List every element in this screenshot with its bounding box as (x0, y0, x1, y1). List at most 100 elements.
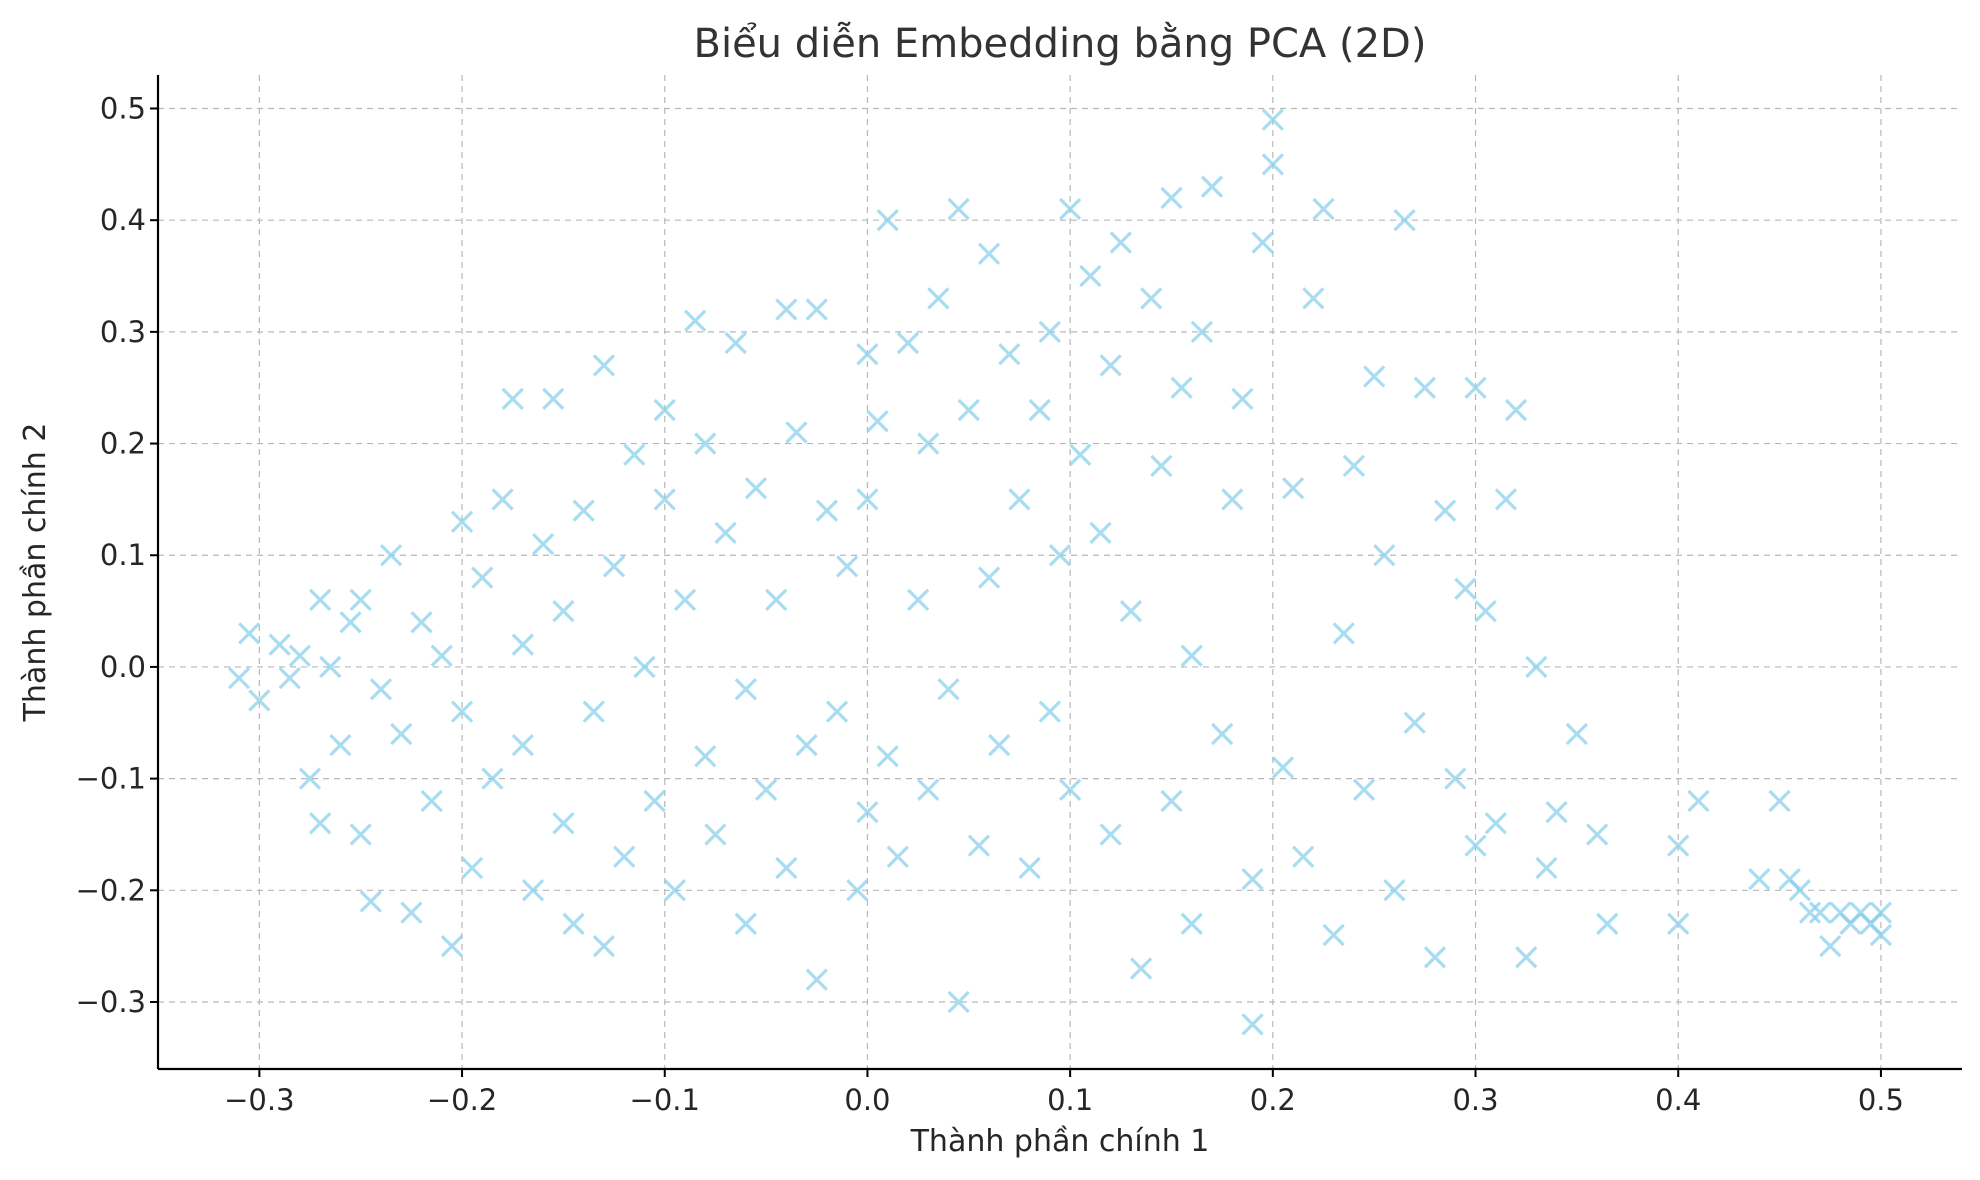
scatter-point-x-marker (866, 410, 889, 433)
scatter-point-x-marker (379, 544, 403, 567)
x-tick-label: 0.1 (1047, 1083, 1093, 1117)
scatter-point-x-marker (1545, 800, 1568, 824)
scatter-point-x-marker (562, 912, 585, 935)
scatter-point-x-marker (1008, 488, 1031, 511)
y-tick-label: −0.2 (76, 873, 146, 907)
scatter-point-x-marker (775, 856, 798, 880)
scatter-point-x-marker (420, 789, 443, 813)
scatter-point-x-marker (765, 588, 788, 612)
chart-title: Biểu diễn Embedding bằng PCA (2D) (694, 21, 1427, 67)
x-tick-label: −0.2 (427, 1083, 497, 1117)
scatter-point-x-marker (917, 778, 940, 801)
scatter-point-x-marker (785, 421, 808, 444)
scatter-point-x-marker (1565, 722, 1589, 746)
y-tick-label: 0.5 (100, 92, 146, 126)
scatter-point-x-marker (1160, 186, 1183, 209)
scatter-point-x-marker (400, 901, 423, 924)
scatter-point-x-marker (643, 789, 666, 813)
scatter-point-x-marker (349, 823, 372, 846)
scatter-point-x-marker (1261, 108, 1284, 131)
scatter-point-x-marker (1099, 823, 1122, 846)
scatter-point-x-marker (613, 845, 636, 868)
scatter-point-x-marker (329, 733, 352, 757)
scatter-point-x-marker (795, 733, 818, 757)
scatter-point-x-marker (1322, 923, 1345, 947)
scatter-point-x-marker (1768, 789, 1791, 813)
scatter-point-x-marker (1464, 834, 1487, 857)
scatter-point-x-marker (1200, 175, 1224, 198)
scatter-point-x-marker (1596, 912, 1619, 935)
scatter-point-x-marker (1474, 599, 1497, 623)
scatter-point-x-marker (542, 387, 565, 411)
y-tick-label: −0.1 (76, 762, 146, 796)
scatter-point-x-marker (1069, 443, 1092, 466)
scatter-point-x-marker (1869, 923, 1893, 947)
scatter-point-x-marker (461, 856, 484, 880)
scatter-point-x-marker (1312, 197, 1335, 221)
scatter-point-x-marker (947, 990, 970, 1014)
scatter-point-x-marker (663, 879, 687, 902)
scatter-point-x-marker (947, 197, 970, 221)
scatter-point-x-marker (988, 733, 1011, 757)
scatter-points (227, 108, 1893, 1036)
scatter-point-x-marker (1129, 957, 1153, 980)
scatter-point-x-marker (349, 588, 372, 612)
scatter-point-x-marker (825, 700, 849, 723)
scatter-point-x-marker (927, 287, 950, 310)
scatter-point-x-marker (309, 588, 332, 612)
scatter-point-x-marker (998, 343, 1021, 366)
scatter-point-x-marker (1099, 354, 1122, 377)
scatter-point-x-marker (298, 767, 322, 790)
scatter-point-x-marker (268, 633, 291, 656)
scatter-point-x-marker (1190, 320, 1214, 344)
scatter-point-x-marker (1241, 1013, 1264, 1036)
scatter-point-x-marker (1363, 365, 1386, 388)
scatter-point-x-marker (714, 521, 737, 545)
scatter-point-x-marker (1515, 946, 1538, 969)
scatter-point-x-marker (1079, 264, 1102, 288)
scatter-point-x-marker (805, 298, 828, 321)
y-tick-label: 0.1 (100, 538, 146, 572)
scatter-point-x-marker (1819, 935, 1842, 958)
scatter-point-x-marker (1748, 868, 1771, 891)
scatter-point-x-marker (1342, 454, 1366, 478)
scatter-point-x-marker (288, 644, 312, 667)
scatter-point-x-marker (248, 689, 271, 712)
scatter-point-x-marker (1089, 521, 1112, 545)
scatter-point-x-marker (278, 666, 301, 690)
scatter-point-x-marker (906, 588, 930, 612)
scatter-point-x-marker (309, 812, 332, 835)
scatter-point-x-marker (694, 745, 717, 768)
scatter-point-x-marker (1535, 856, 1558, 880)
x-axis-label: Thành phần chính 1 (910, 1124, 1210, 1159)
scatter-point-x-marker (1332, 622, 1355, 645)
scatter-point-x-marker (917, 432, 940, 455)
scatter-point-x-marker (1150, 454, 1173, 478)
scatter-point-x-marker (1423, 946, 1447, 969)
scatter-point-x-marker (633, 655, 656, 679)
scatter-point-x-marker (967, 834, 991, 857)
scatter-point-x-marker (724, 331, 747, 355)
scatter-point-x-marker (957, 398, 980, 422)
x-tick-label: 0.4 (1655, 1083, 1701, 1117)
scatter-point-x-marker (1484, 812, 1507, 835)
scatter-point-x-marker (390, 722, 413, 746)
scatter-point-x-marker (815, 499, 839, 522)
x-tick-label: 0.2 (1250, 1083, 1296, 1117)
scatter-point-x-marker (1018, 856, 1041, 880)
scatter-point-x-marker (1494, 488, 1518, 511)
x-tick-label: 0.0 (844, 1083, 890, 1117)
scatter-point-x-marker (450, 700, 474, 723)
scatter-point-x-marker (430, 644, 453, 667)
scatter-point-x-marker (744, 477, 768, 500)
scatter-point-x-marker (1302, 287, 1325, 310)
scatter-point-x-marker (511, 633, 534, 656)
scatter-point-x-marker (856, 488, 879, 511)
scatter-point-x-marker (1525, 655, 1548, 679)
scatter-point-x-marker (481, 767, 504, 790)
y-tick-label: 0.3 (100, 315, 146, 349)
scatter-point-x-marker (1393, 209, 1416, 232)
scatter-point-x-marker (1444, 767, 1467, 790)
scatter-point-x-marker (511, 733, 534, 757)
